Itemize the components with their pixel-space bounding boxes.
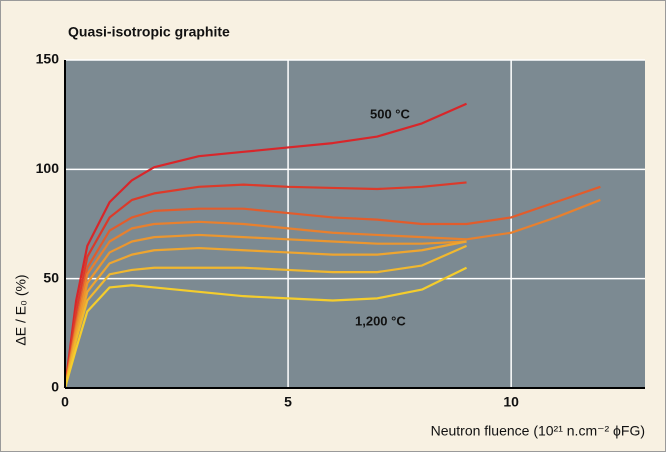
y-tick-label: 0 [51,379,59,395]
x-tick-label: 10 [503,394,519,410]
line [63,185,601,389]
line [63,181,467,389]
line [63,266,468,389]
line [63,233,467,389]
x-tick-label: 5 [284,394,292,410]
line [63,240,467,389]
y-tick-label: 150 [36,51,60,67]
y-tick-label: 100 [36,160,60,176]
annotation: 500 °C [370,106,411,121]
chart-title: Quasi-isotropic graphite [68,24,230,40]
line [63,198,601,389]
y-tick-label: 50 [43,269,59,285]
x-axis-label: Neutron fluence (10²¹ n.cm⁻² ϕFG) [431,423,645,439]
line [63,244,467,389]
y-axis-label: ΔE / E₀ (%) [13,274,29,345]
line [63,102,467,389]
annotation: 1,200 °C [355,313,406,328]
x-tick-label: 0 [61,394,69,410]
